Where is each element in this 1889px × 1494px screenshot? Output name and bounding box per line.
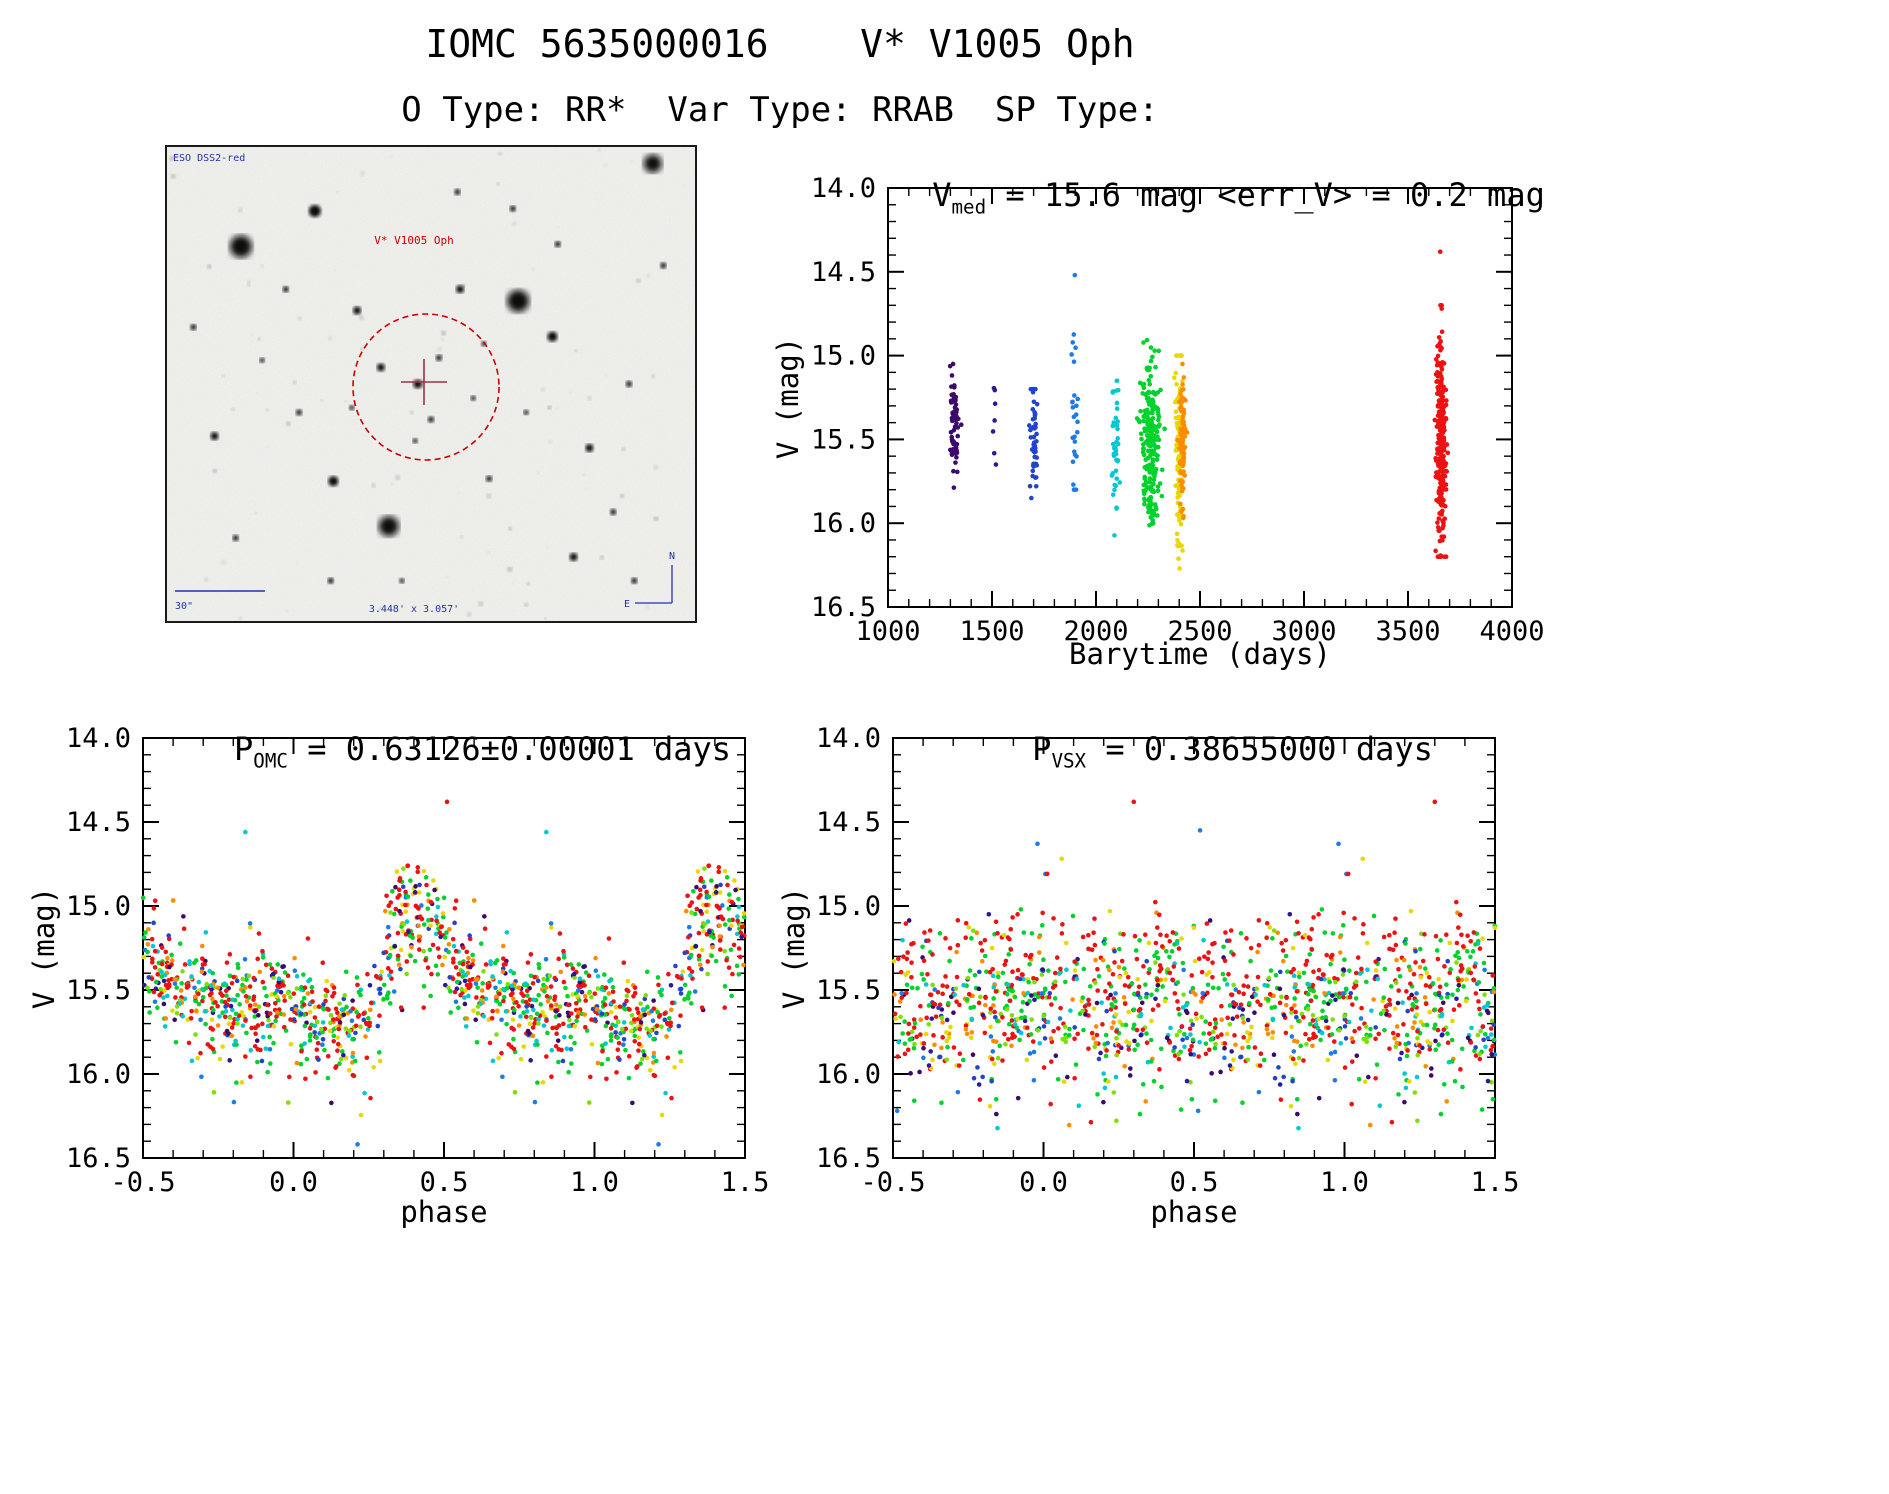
svg-text:15.0: 15.0 xyxy=(811,341,876,372)
svg-text:14.5: 14.5 xyxy=(66,807,131,838)
barytime-yaxis-label: V (mag) xyxy=(771,337,805,459)
omc-xaxis-label: phase xyxy=(400,1195,487,1229)
axes: -0.5 0.0 0.5 1.0 1.5 14.0 14.5 15.0 15.5 16.0 16.5 xyxy=(66,723,769,1198)
svg-text:14.0: 14.0 xyxy=(66,723,131,754)
svg-text:0.0: 0.0 xyxy=(1019,1167,1068,1198)
stars xyxy=(169,147,686,620)
svg-text:16.0: 16.0 xyxy=(811,508,876,539)
compass-north-label: N xyxy=(669,551,675,562)
target-circle xyxy=(352,313,500,461)
compass-icon: N E xyxy=(624,551,675,610)
survey-label: ESO DSS2-red xyxy=(173,153,245,164)
omc-chart-title: POMC = 0.63126±0.00001 days xyxy=(64,692,824,810)
svg-text:0.5: 0.5 xyxy=(1170,1167,1219,1198)
svg-text:1.0: 1.0 xyxy=(1320,1167,1369,1198)
scale-label: 30" xyxy=(175,601,193,612)
title-sub: VSX xyxy=(1051,749,1087,773)
omc-yaxis-label: V (mag) xyxy=(27,887,61,1009)
svg-text:16.0: 16.0 xyxy=(66,1059,131,1090)
axes: 1000 1500 2000 2500 3000 3500 4000 14.0 14.5 15.0… xyxy=(811,173,1545,647)
svg-text:16.0: 16.0 xyxy=(816,1059,881,1090)
svg-text:3000: 3000 xyxy=(1271,616,1336,647)
svg-text:14.5: 14.5 xyxy=(816,807,881,838)
title-pre: P xyxy=(1032,730,1052,768)
svg-text:15.0: 15.0 xyxy=(816,891,881,922)
svg-text:0.0: 0.0 xyxy=(269,1167,318,1198)
vsx-phase-chart: -0.5 0.0 0.5 1.0 1.5 14.0 14.5 15.0 15.5 16.0 16.5… xyxy=(777,723,1519,1229)
title-post: = 0.38655000 days xyxy=(1086,730,1433,768)
page-subtitle: O Type: RR* Var Type: RRAB SP Type: xyxy=(401,90,1159,130)
fov-label: 3.448' x 3.057' xyxy=(369,604,459,615)
svg-text:14.0: 14.0 xyxy=(811,173,876,204)
vsx-yaxis-label: V (mag) xyxy=(777,887,811,1009)
title-post: = 15.6 mag <err_V> = 0.2 mag xyxy=(986,176,1545,214)
axes: -0.5 0.0 0.5 1.0 1.5 14.0 14.5 15.0 15.5 16.0 16.5 xyxy=(816,723,1519,1198)
svg-text:15.0: 15.0 xyxy=(66,891,131,922)
target-crosshair-icon xyxy=(401,359,447,405)
finding-chart-image: V* V1005 Oph ESO DSS2-red 30" 3.448' x 3… xyxy=(167,147,695,621)
svg-text:15.5: 15.5 xyxy=(816,975,881,1006)
svg-text:15.5: 15.5 xyxy=(811,424,876,455)
compass-east-label: E xyxy=(624,599,630,610)
omc-phase-chart: -0.5 0.0 0.5 1.0 1.5 14.0 14.5 15.0 15.5 16.0 16.5… xyxy=(27,723,769,1229)
svg-text:4000: 4000 xyxy=(1479,616,1544,647)
title-sub: OMC xyxy=(253,749,288,773)
svg-text:14.0: 14.0 xyxy=(816,723,881,754)
vsx-xaxis-label: phase xyxy=(1150,1195,1237,1229)
title-pre: P xyxy=(234,730,254,768)
barytime-chart: 1000 1500 2000 2500 3000 3500 4000 14.0 14.5 15.0… xyxy=(771,173,1545,671)
vsx-chart-title: PVSX = 0.38655000 days xyxy=(814,692,1574,810)
svg-text:2500: 2500 xyxy=(1167,616,1232,647)
svg-text:2000: 2000 xyxy=(1063,616,1128,647)
barytime-chart-title: Vmed = 15.6 mag <err_V> = 0.2 mag xyxy=(804,138,1596,256)
svg-text:1000: 1000 xyxy=(855,616,920,647)
image-noise xyxy=(167,147,695,621)
svg-text:0.5: 0.5 xyxy=(420,1167,469,1198)
title-post: = 0.63126±0.00001 days xyxy=(287,730,732,768)
svg-text:1.5: 1.5 xyxy=(721,1167,770,1198)
svg-text:1.5: 1.5 xyxy=(1471,1167,1520,1198)
data-points xyxy=(891,799,1498,1131)
barytime-xaxis-label: Barytime (days) xyxy=(1069,637,1331,671)
svg-text:-0.5: -0.5 xyxy=(860,1167,925,1198)
svg-text:3500: 3500 xyxy=(1375,616,1440,647)
title-pre: V xyxy=(932,176,952,214)
svg-text:1500: 1500 xyxy=(959,616,1024,647)
svg-text:16.5: 16.5 xyxy=(811,592,876,623)
page-title: IOMC 5635000016 V* V1005 Oph xyxy=(425,22,1135,66)
svg-text:1.0: 1.0 xyxy=(570,1167,619,1198)
target-label: V* V1005 Oph xyxy=(374,234,453,247)
data-points xyxy=(947,249,1451,571)
svg-text:-0.5: -0.5 xyxy=(110,1167,175,1198)
svg-text:15.5: 15.5 xyxy=(66,975,131,1006)
svg-text:16.5: 16.5 xyxy=(66,1143,131,1174)
svg-text:14.5: 14.5 xyxy=(811,257,876,288)
svg-text:16.5: 16.5 xyxy=(816,1143,881,1174)
title-sub: med xyxy=(951,195,987,219)
finding-chart: V* V1005 Oph ESO DSS2-red 30" 3.448' x 3… xyxy=(165,145,697,623)
data-points xyxy=(140,799,747,1147)
